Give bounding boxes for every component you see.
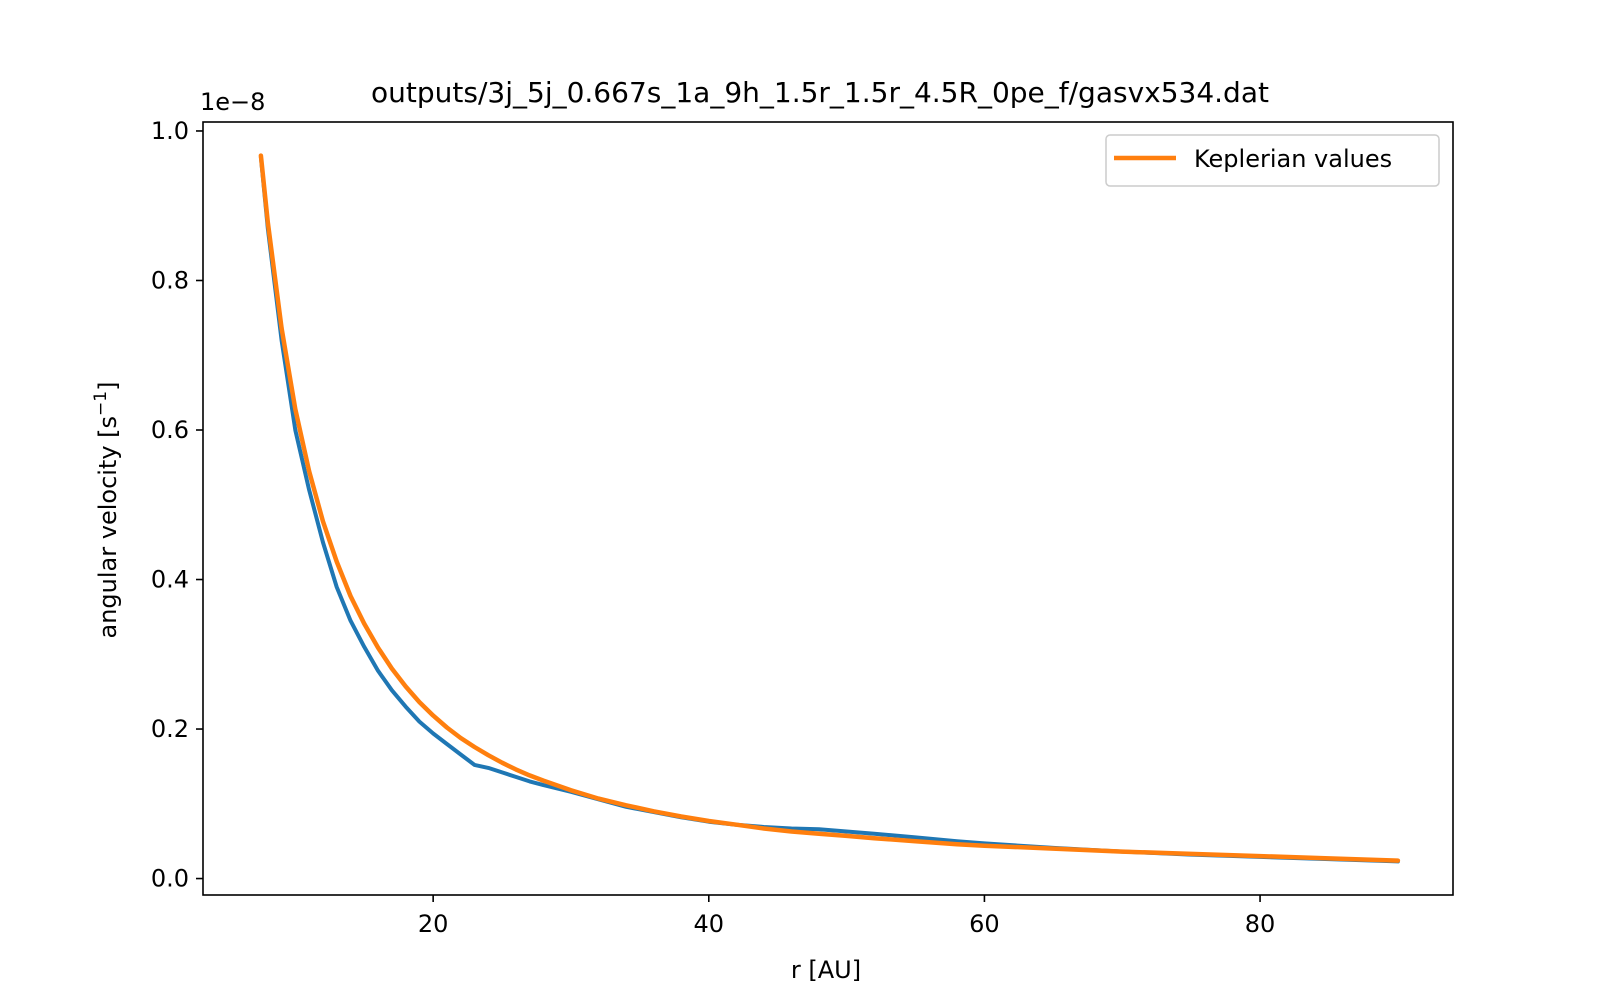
y-axis-label: angular velocity [s−1] (91, 382, 122, 639)
y-tick-label: 0.0 (151, 865, 189, 893)
legend-box (1105, 134, 1440, 187)
y-axis-label-main: angular velocity [s (94, 416, 122, 639)
chart-title: outputs/3j_5j_0.667s_1a_9h_1.5r_1.5r_4.5… (371, 76, 1269, 109)
legend-label-keplerian: Keplerian values (1194, 145, 1392, 173)
x-tick-label: 80 (1245, 910, 1276, 938)
x-tick-label: 20 (418, 910, 449, 938)
series-line-gas (258, 155, 1400, 864)
plot-frame (202, 121, 1454, 896)
y-tick-label: 1.0 (151, 117, 189, 145)
y-tick-label: 0.6 (151, 416, 189, 444)
ticks-layer: 20 40 60 80 0.0 0.2 0.4 0.6 0.8 1.0 (151, 117, 1276, 938)
y-tick-label: 0.4 (151, 566, 189, 594)
x-tick-label: 40 (694, 910, 725, 938)
y-tick-label: 0.2 (151, 715, 189, 743)
legend: Keplerian values (1105, 134, 1440, 187)
x-tick-label: 60 (969, 910, 1000, 938)
series-layer (258, 153, 1401, 864)
y-offset-label: 1e−8 (200, 88, 265, 116)
y-axis-label-end: ] (94, 382, 122, 391)
y-tick-label: 0.8 (151, 266, 189, 294)
x-axis-label: r [AU] (791, 956, 861, 984)
y-axis-label-superscript: −1 (91, 391, 111, 416)
series-line-keplerian (258, 153, 1401, 863)
